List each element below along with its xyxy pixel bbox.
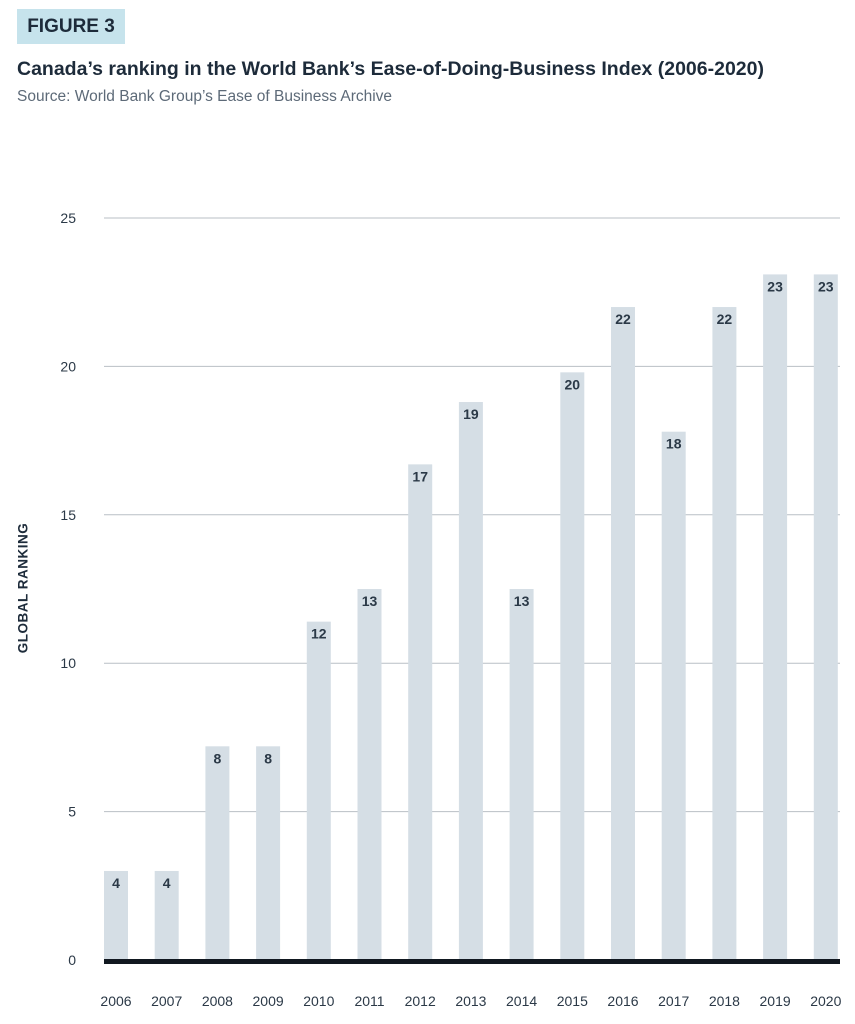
y-tick-label: 15 [60,507,76,523]
x-tick-label: 2019 [760,993,791,1009]
x-tick-label: 2017 [658,993,689,1009]
bar [509,589,534,960]
data-label: 23 [767,278,783,294]
x-axis-baseline [104,959,840,964]
x-tick-label: 2008 [202,993,233,1009]
bar [560,372,585,960]
y-tick-label: 0 [68,952,76,968]
bar [154,870,179,960]
bar [357,589,382,960]
data-labels: 4 4 8 8 12 13 17 19 13 20 22 18 22 23 23 [112,278,834,891]
x-tick-labels: 2006 2007 2008 2009 2010 2011 2012 2013 2014 2015… [100,993,841,1009]
data-label: 19 [463,406,479,422]
x-tick-label: 2010 [303,993,334,1009]
data-label: 23 [818,278,834,294]
x-tick-label: 2016 [607,993,638,1009]
data-label: 17 [412,468,428,484]
x-tick-label: 2011 [354,993,384,1009]
data-label: 13 [362,593,378,609]
x-tick-label: 2007 [151,993,182,1009]
bar [712,307,737,960]
figure-badge: FIGURE 3 [17,9,125,44]
bar [661,431,686,960]
bar [256,746,281,960]
data-label: 22 [717,311,733,327]
data-label: 13 [514,593,530,609]
x-tick-label: 2013 [455,993,486,1009]
chart-title: Canada’s ranking in the World Bank’s Eas… [17,58,764,80]
x-tick-label: 2006 [100,993,131,1009]
bar [458,402,483,960]
bar [813,274,838,961]
y-tick-labels: 0 5 10 15 20 25 [60,210,76,968]
data-label: 8 [264,750,272,766]
x-tick-label: 2014 [506,993,537,1009]
bar [611,307,635,960]
y-tick-label: 5 [68,804,76,820]
bar [408,464,433,960]
data-label: 12 [311,626,327,642]
data-label: 8 [214,750,222,766]
data-label: 4 [163,875,171,891]
bars [104,274,838,961]
x-tick-label: 2020 [810,993,841,1009]
y-tick-label: 20 [60,358,76,374]
baseline [104,959,840,964]
bar [205,746,230,960]
data-label: 22 [615,311,631,327]
bar [104,870,128,960]
x-tick-label: 2018 [709,993,740,1009]
chart-source: Source: World Bank Group’s Ease of Busin… [17,88,393,105]
data-label: 18 [666,436,682,452]
x-tick-label: 2015 [557,993,588,1009]
data-label: 4 [112,875,120,891]
bar [763,274,788,961]
x-tick-label: 2009 [253,993,284,1009]
y-tick-label: 25 [60,210,76,226]
bar [306,621,331,960]
x-tick-label: 2012 [405,993,436,1009]
data-label: 20 [565,376,581,392]
y-tick-label: 10 [60,655,76,671]
